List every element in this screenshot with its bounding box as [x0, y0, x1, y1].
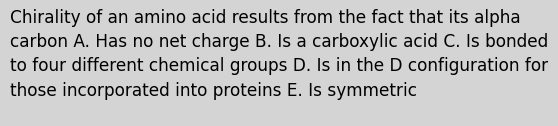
Text: Chirality of an amino acid results from the fact that its alpha
carbon A. Has no: Chirality of an amino acid results from … [10, 9, 549, 100]
